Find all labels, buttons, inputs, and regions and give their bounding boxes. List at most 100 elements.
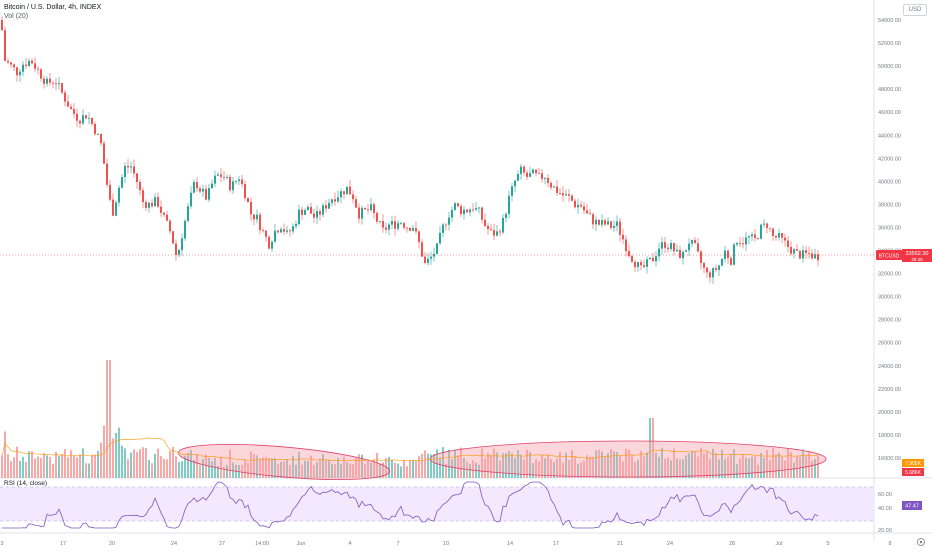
volume-bar xyxy=(382,462,384,478)
candle-body xyxy=(703,263,705,268)
volume-bar xyxy=(115,433,117,478)
volume-bar xyxy=(259,458,261,478)
volume-bar xyxy=(391,459,393,478)
candle-body xyxy=(25,64,27,66)
volume-bar xyxy=(649,418,651,478)
volume-bar xyxy=(61,454,63,478)
candle-body xyxy=(721,258,723,266)
candle-body xyxy=(430,256,432,259)
candle-body xyxy=(220,174,222,177)
volume-bar xyxy=(292,455,294,478)
candle-body xyxy=(505,213,507,218)
candle-body xyxy=(712,268,714,278)
time-tick-label: 24 xyxy=(667,541,673,547)
volume-bar xyxy=(94,454,96,478)
volume-bar xyxy=(583,460,585,478)
volume-bar xyxy=(49,456,51,478)
time-tick-label: 27 xyxy=(219,541,225,547)
candle-body xyxy=(331,199,333,203)
volume-bar xyxy=(385,458,387,478)
candle-body xyxy=(487,225,489,230)
volume-bar xyxy=(664,458,666,478)
volume-bar xyxy=(421,453,423,478)
candle-body xyxy=(481,207,483,220)
currency-button[interactable]: USD xyxy=(903,4,927,16)
volume-bar xyxy=(442,447,444,478)
volume-bar xyxy=(637,459,639,478)
candle-body xyxy=(526,172,528,177)
time-tick-label: 5 xyxy=(826,541,829,547)
volume-bar xyxy=(511,453,513,478)
volume-bar xyxy=(46,455,48,478)
candle-body xyxy=(691,239,693,244)
volume-bar xyxy=(58,456,60,478)
candle-body xyxy=(796,249,798,251)
volume-bar xyxy=(1,455,3,478)
candle-body xyxy=(565,194,567,196)
volume-bar xyxy=(103,425,105,478)
time-tick-label: 14 xyxy=(507,541,513,547)
candle-body xyxy=(334,199,336,202)
price-tick-label: 22000.00 xyxy=(878,387,901,393)
candle-body xyxy=(31,60,33,64)
candle-body xyxy=(448,217,450,225)
gear-icon[interactable] xyxy=(917,538,925,546)
candle-body xyxy=(553,186,555,188)
volume-bar xyxy=(22,456,24,478)
candle-body xyxy=(421,242,423,257)
price-tick-label: 38000.00 xyxy=(878,202,901,208)
candle-body xyxy=(199,188,201,192)
volume-bar xyxy=(289,464,291,478)
candle-body xyxy=(235,181,237,182)
price-axis-bg xyxy=(874,0,932,550)
candle-body xyxy=(646,259,648,267)
candle-body xyxy=(346,186,348,195)
rsi-axis-labels: 60.00 40.00 20.00 xyxy=(878,492,892,534)
candle-body xyxy=(343,191,345,195)
volume-bar xyxy=(205,454,207,478)
candle-body xyxy=(160,206,162,213)
volume-bar xyxy=(550,459,552,478)
candle-body xyxy=(157,197,159,207)
volume-bar xyxy=(37,456,39,478)
candle-body xyxy=(349,186,351,195)
candle-body xyxy=(16,67,18,76)
volume-bar xyxy=(445,463,447,478)
candle-body xyxy=(385,227,387,230)
volume-bar xyxy=(43,453,45,478)
volume-bar xyxy=(202,459,204,478)
candle-body xyxy=(58,83,60,85)
candle-body xyxy=(757,238,759,239)
candle-body xyxy=(373,204,375,213)
volume-bar xyxy=(340,463,342,478)
volume-bar xyxy=(394,462,396,478)
candle-body xyxy=(142,190,144,203)
candle-body xyxy=(628,251,630,257)
volume-annotations xyxy=(177,440,827,480)
volume-bar xyxy=(73,455,75,478)
volume-bar xyxy=(298,451,300,478)
price-tag-value: 33562.30 xyxy=(906,251,929,257)
volume-bar xyxy=(217,466,219,478)
candle-body xyxy=(499,231,501,233)
volume-bar xyxy=(403,460,405,478)
candle-body xyxy=(22,64,24,72)
volume-bar xyxy=(571,450,573,478)
volume-bar xyxy=(730,453,732,478)
volume-bar xyxy=(709,458,711,478)
candle-body xyxy=(580,204,582,207)
volume-bar xyxy=(532,463,534,478)
volume-bar xyxy=(154,453,156,478)
volume-bar xyxy=(196,454,198,478)
volume-bar xyxy=(802,449,804,478)
candle-body xyxy=(613,225,615,228)
volume-bar xyxy=(100,442,102,478)
volume-bar xyxy=(439,457,441,478)
volume-bar xyxy=(586,455,588,478)
candle-body xyxy=(751,234,753,237)
candle-body xyxy=(658,248,660,257)
candle-body xyxy=(598,219,600,225)
candle-body xyxy=(730,258,732,265)
volume-bar xyxy=(199,464,201,478)
